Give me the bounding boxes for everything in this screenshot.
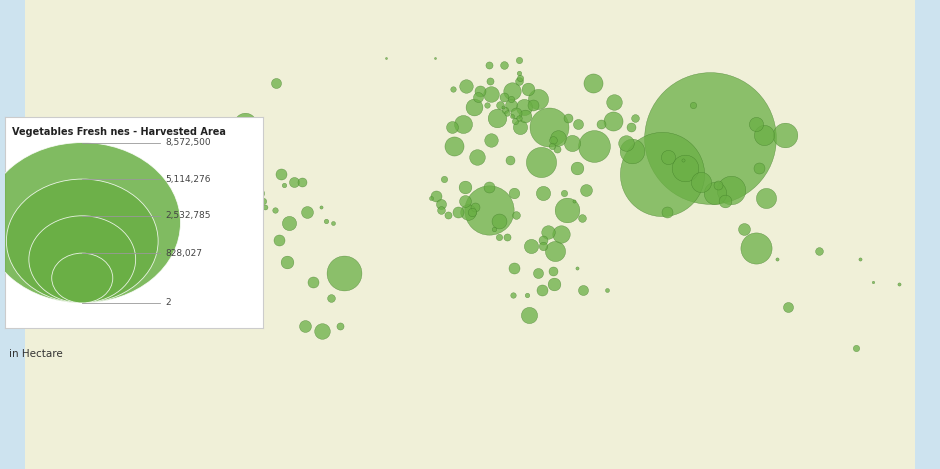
- Point: [246, 192, 261, 199]
- Point: [711, 181, 726, 189]
- Text: Vegetables Fresh nes - Harvested Area: Vegetables Fresh nes - Harvested Area: [12, 127, 227, 137]
- Circle shape: [7, 179, 158, 303]
- Point: [324, 295, 339, 302]
- Point: [619, 139, 634, 147]
- Point: [571, 120, 586, 128]
- Point: [628, 114, 643, 122]
- Point: [511, 77, 526, 84]
- Point: [757, 131, 772, 138]
- Point: [585, 80, 600, 87]
- Point: [777, 131, 792, 138]
- Point: [570, 264, 585, 272]
- Text: 2: 2: [165, 298, 170, 307]
- Point: [483, 77, 498, 84]
- Point: [244, 189, 259, 197]
- Point: [541, 123, 556, 130]
- Point: [685, 101, 700, 108]
- Point: [545, 267, 560, 274]
- Text: in Hectare: in Hectare: [9, 349, 63, 359]
- PathPatch shape: [30, 11, 910, 458]
- Point: [506, 292, 521, 299]
- Point: [508, 117, 523, 125]
- Point: [467, 203, 482, 211]
- Point: [252, 189, 267, 197]
- Point: [736, 225, 751, 233]
- Point: [299, 209, 314, 216]
- Point: [546, 136, 561, 144]
- Point: [547, 280, 562, 288]
- Point: [504, 88, 519, 95]
- Point: [483, 90, 498, 98]
- Point: [534, 159, 549, 166]
- Point: [470, 153, 485, 161]
- Point: [325, 219, 340, 227]
- Point: [458, 197, 473, 205]
- Point: [495, 104, 510, 111]
- Point: [848, 344, 863, 352]
- Point: [548, 247, 563, 255]
- Point: [274, 170, 289, 177]
- Point: [550, 134, 565, 141]
- Text: 8,572,500: 8,572,500: [165, 138, 211, 147]
- Point: [268, 206, 283, 213]
- Point: [483, 136, 498, 144]
- Point: [511, 57, 526, 64]
- Point: [436, 175, 451, 183]
- Point: [479, 101, 494, 108]
- Point: [866, 278, 881, 285]
- Point: [517, 104, 532, 111]
- Point: [536, 242, 551, 250]
- Point: [45, 270, 60, 277]
- Point: [624, 148, 639, 155]
- Point: [702, 134, 717, 141]
- Point: [525, 101, 540, 108]
- Point: [556, 189, 572, 197]
- Point: [294, 178, 309, 186]
- Point: [446, 85, 461, 92]
- Point: [518, 112, 533, 119]
- Point: [337, 270, 352, 277]
- Point: [522, 311, 537, 318]
- Point: [433, 206, 448, 213]
- Point: [531, 96, 546, 103]
- Point: [623, 123, 638, 130]
- Point: [250, 184, 265, 191]
- Point: [606, 117, 621, 125]
- Point: [424, 195, 439, 202]
- Point: [570, 164, 585, 172]
- Point: [445, 123, 460, 130]
- Point: [751, 164, 766, 172]
- Point: [560, 206, 575, 213]
- Point: [458, 184, 473, 191]
- Point: [574, 214, 589, 222]
- Point: [441, 212, 456, 219]
- Circle shape: [52, 253, 113, 303]
- Point: [654, 170, 669, 177]
- Point: [759, 195, 774, 202]
- Point: [535, 286, 550, 294]
- Point: [473, 88, 488, 95]
- Point: [493, 101, 508, 108]
- Point: [660, 209, 675, 216]
- Point: [512, 75, 527, 82]
- Point: [565, 139, 580, 147]
- Point: [315, 328, 330, 335]
- Point: [277, 181, 292, 189]
- Point: [606, 98, 621, 106]
- Point: [496, 93, 511, 100]
- Point: [575, 286, 590, 294]
- Point: [287, 178, 302, 186]
- Point: [549, 145, 564, 152]
- Point: [492, 217, 507, 224]
- Point: [507, 264, 522, 272]
- Point: [770, 256, 785, 263]
- Point: [506, 189, 521, 197]
- Point: [489, 114, 504, 122]
- Point: [544, 142, 559, 150]
- Point: [509, 109, 524, 117]
- Point: [717, 197, 732, 205]
- Point: [481, 62, 496, 69]
- Point: [306, 278, 321, 285]
- Point: [487, 225, 502, 233]
